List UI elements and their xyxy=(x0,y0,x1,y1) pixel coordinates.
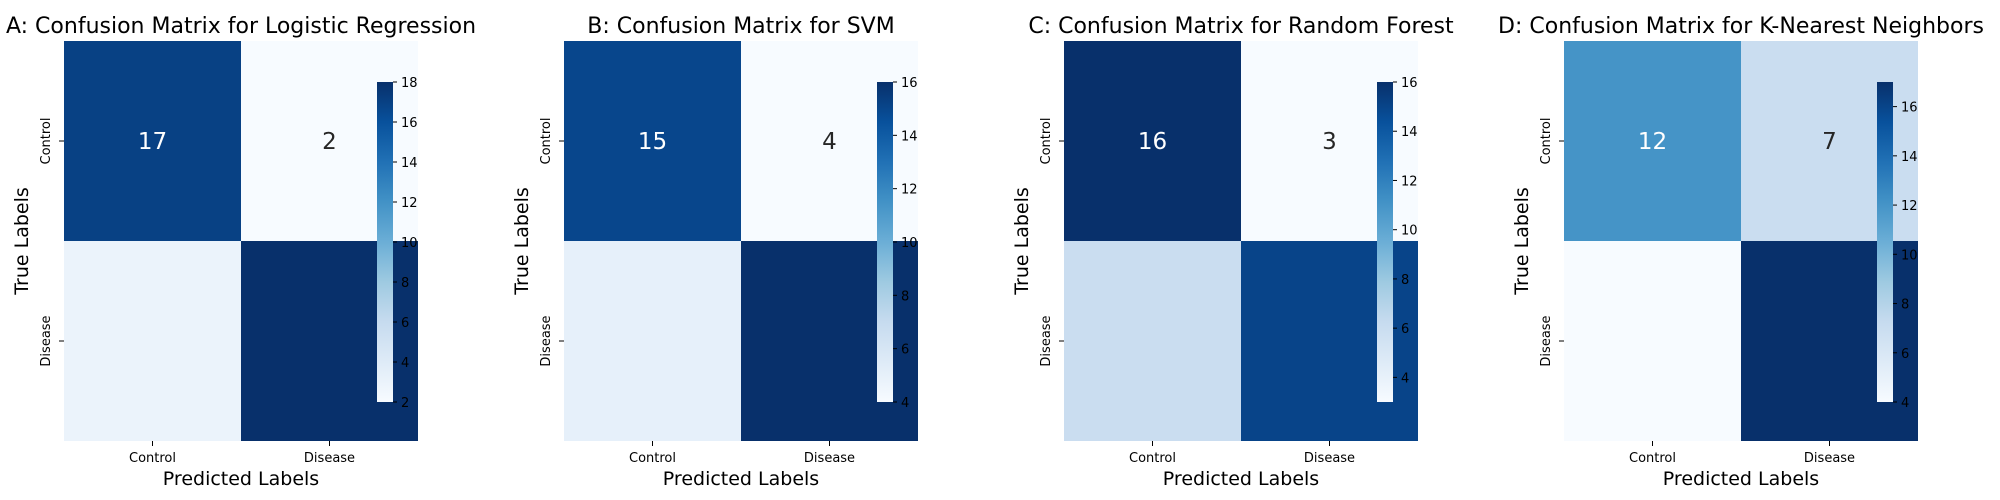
colorbar xyxy=(1377,82,1393,402)
colorbar xyxy=(1877,82,1893,402)
colorbar-tick-label: 16 xyxy=(901,76,918,91)
heatmap-cell xyxy=(64,241,241,441)
y-tick-label: Disease xyxy=(1039,315,1054,366)
heatmap-cell xyxy=(1064,41,1241,241)
colorbar-tick-label: 4 xyxy=(401,356,409,371)
cell-value-label: 7 xyxy=(1822,129,1837,155)
colorbar-tick-label: 4 xyxy=(1401,371,1409,386)
colorbar-tick-label: 16 xyxy=(1401,76,1418,91)
colorbar-tick-label: 4 xyxy=(901,396,909,411)
colorbar-tick-label: 10 xyxy=(901,236,918,251)
heatmap-cell xyxy=(64,41,241,241)
y-axis-label: True Labels xyxy=(11,187,33,296)
colorbar-tick-label: 8 xyxy=(901,289,909,304)
panel-title: B: Confusion Matrix for SVM xyxy=(587,14,894,39)
y-axis-label: True Labels xyxy=(1011,187,1033,296)
colorbar-tick-label: 14 xyxy=(401,156,418,171)
colorbar-tick-label: 2 xyxy=(401,396,409,411)
colorbar-tick-label: 6 xyxy=(1401,322,1409,337)
x-tick-label: Disease xyxy=(804,451,855,466)
colorbar-tick-label: 16 xyxy=(1901,101,1918,116)
colorbar-tick-label: 18 xyxy=(401,76,418,91)
cell-value-label: 16 xyxy=(1138,129,1167,155)
colorbar-tick-label: 8 xyxy=(1901,298,1909,313)
x-tick-label: Disease xyxy=(1804,451,1855,466)
colorbar-tick-label: 12 xyxy=(901,183,918,198)
panel-3: C: Confusion Matrix for Random Forest 16 3… xyxy=(1011,14,1454,490)
y-axis-label: True Labels xyxy=(1511,187,1533,296)
y-axis-label: True Labels xyxy=(511,187,533,296)
x-tick-label: Disease xyxy=(1304,451,1355,466)
colorbar-tick-label: 14 xyxy=(1401,125,1418,140)
x-tick-label: Control xyxy=(1129,451,1176,466)
panel-title: D: Confusion Matrix for K-Nearest Neighb… xyxy=(1498,14,1984,39)
colorbar-tick-label: 8 xyxy=(1401,273,1409,288)
cell-value-label: 12 xyxy=(1638,129,1667,155)
x-tick-label: Disease xyxy=(304,451,355,466)
colorbar-tick-label: 8 xyxy=(401,276,409,291)
cell-value-label: 2 xyxy=(322,129,337,155)
panel-title: C: Confusion Matrix for Random Forest xyxy=(1028,14,1454,39)
y-tick-label: Disease xyxy=(1539,315,1554,366)
colorbar xyxy=(377,82,393,402)
colorbar-tick-label: 6 xyxy=(1901,347,1909,362)
heatmap-cell xyxy=(1564,41,1741,241)
heatmap-cell xyxy=(564,241,741,441)
colorbar-tick-label: 14 xyxy=(901,129,918,144)
panel-1: A: Confusion Matrix for Logistic Regress… xyxy=(6,14,476,490)
y-tick-label: Control xyxy=(1039,118,1054,165)
x-tick-label: Control xyxy=(129,451,176,466)
y-tick-label: Control xyxy=(39,118,54,165)
cell-value-label: 15 xyxy=(638,129,667,155)
y-tick-label: Disease xyxy=(539,315,554,366)
colorbar xyxy=(877,82,893,402)
x-axis-label: Predicted Labels xyxy=(1163,468,1319,490)
colorbar-tick-label: 16 xyxy=(401,116,418,131)
x-tick-label: Control xyxy=(1629,451,1676,466)
y-tick-label: Control xyxy=(1539,118,1554,165)
x-axis-label: Predicted Labels xyxy=(663,468,819,490)
colorbar-tick-label: 10 xyxy=(1401,224,1418,239)
x-axis-label: Predicted Labels xyxy=(1663,468,1819,490)
heatmap-cell xyxy=(1064,241,1241,441)
colorbar-tick-label: 6 xyxy=(401,316,409,331)
y-tick-label: Control xyxy=(539,118,554,165)
y-tick-label: Disease xyxy=(39,315,54,366)
colorbar-tick-label: 12 xyxy=(1901,199,1918,214)
panel-2: B: Confusion Matrix for SVM 15 4 Control Dis… xyxy=(511,14,918,490)
colorbar-tick-label: 6 xyxy=(901,343,909,358)
cell-value-label: 3 xyxy=(1322,129,1337,155)
colorbar-tick-label: 14 xyxy=(1901,150,1918,165)
heatmap-cell xyxy=(564,41,741,241)
x-tick-label: Control xyxy=(629,451,676,466)
colorbar-tick-label: 12 xyxy=(1401,174,1418,189)
panel-title: A: Confusion Matrix for Logistic Regress… xyxy=(6,14,476,39)
colorbar-tick-label: 12 xyxy=(401,196,418,211)
heatmap-cell xyxy=(1564,241,1741,441)
cell-value-label: 4 xyxy=(822,129,837,155)
colorbar-tick-label: 10 xyxy=(401,236,418,251)
colorbar-tick-label: 10 xyxy=(1901,248,1918,263)
cell-value-label: 17 xyxy=(138,129,167,155)
panel-4: D: Confusion Matrix for K-Nearest Neighb… xyxy=(1498,14,1984,490)
colorbar-tick-label: 4 xyxy=(1901,396,1909,411)
x-axis-label: Predicted Labels xyxy=(163,468,319,490)
